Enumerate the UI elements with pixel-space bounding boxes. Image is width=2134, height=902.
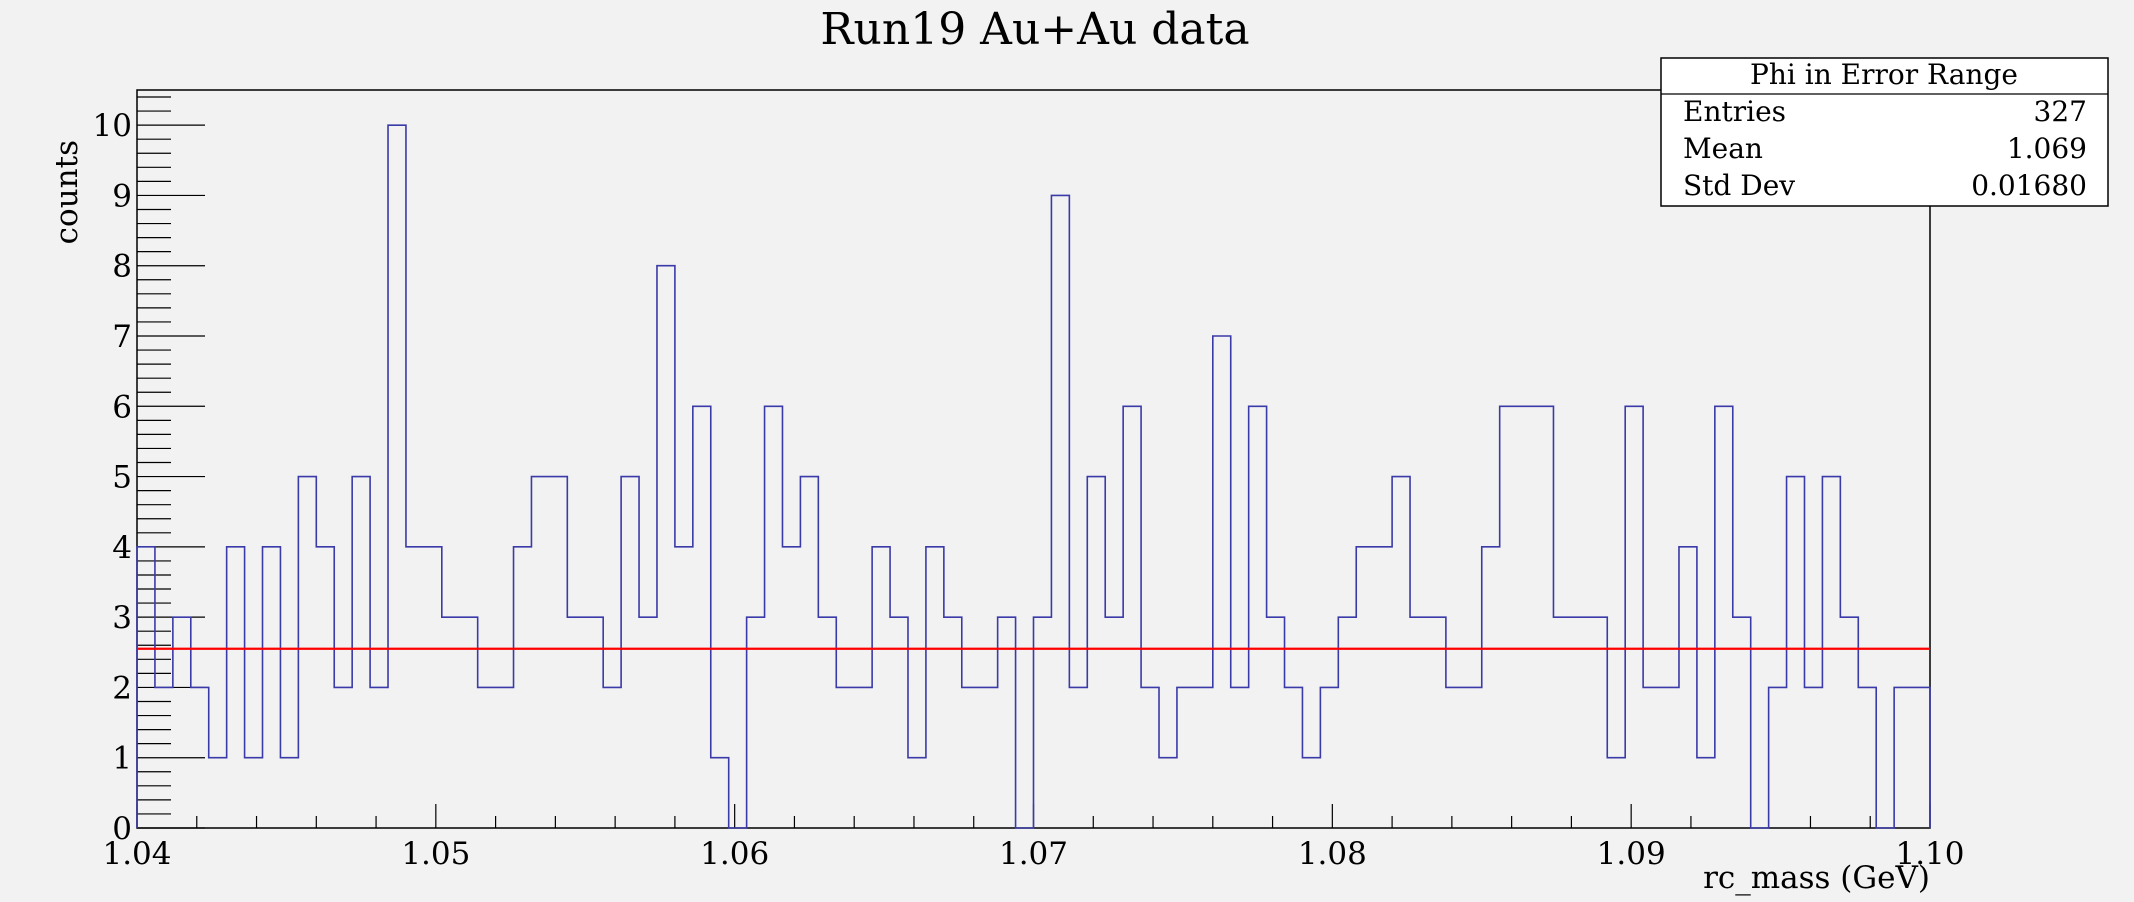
x-tick-label: 1.10 (1895, 836, 1964, 872)
stats-entries-label: Entries (1683, 95, 1786, 128)
y-axis-label: counts (49, 140, 85, 244)
y-tick-label: 5 (112, 460, 132, 496)
stats-stddev-value: 0.01680 (1971, 169, 2087, 202)
y-tick-label: 9 (112, 178, 132, 214)
stats-box-title: Phi in Error Range (1750, 58, 2018, 91)
x-tick-label: 1.05 (401, 836, 470, 872)
y-tick-label: 7 (112, 319, 132, 355)
y-tick-label: 3 (112, 600, 132, 636)
histogram-series (136, 124, 1931, 829)
x-tick-label: 1.09 (1597, 836, 1666, 872)
stats-box: Phi in Error Range Entries 327 Mean 1.06… (1660, 57, 2109, 207)
y-tick-label: 1 (112, 741, 132, 777)
y-tick-label: 6 (112, 389, 132, 425)
x-tick-label: 1.04 (102, 836, 171, 872)
x-tick-label: 1.07 (999, 836, 1068, 872)
stats-box-frame (1660, 57, 2109, 207)
stats-entries-value: 327 (2034, 95, 2087, 128)
y-tick-label: 2 (112, 670, 132, 706)
x-tick-label: 1.06 (700, 836, 769, 872)
y-tick-label: 0 (112, 811, 132, 847)
x-tick-label: 1.08 (1298, 836, 1367, 872)
y-tick-label: 10 (93, 108, 132, 144)
x-axis-tick-labels: 1.04 1.05 1.06 1.07 1.08 1.09 1.10 (102, 836, 1964, 872)
stats-stddev-label: Std Dev (1683, 169, 1795, 202)
y-axis-tick-labels: 0 1 2 3 4 5 6 7 8 9 10 (93, 108, 132, 847)
y-tick-label: 8 (112, 249, 132, 285)
x-axis-label: rc_mass (GeV) (1703, 860, 1930, 896)
y-tick-label: 4 (112, 530, 132, 566)
stats-mean-value: 1.069 (2007, 132, 2087, 165)
stats-mean-label: Mean (1683, 132, 1763, 165)
chart-title: Run19 Au+Au data (820, 4, 1249, 55)
